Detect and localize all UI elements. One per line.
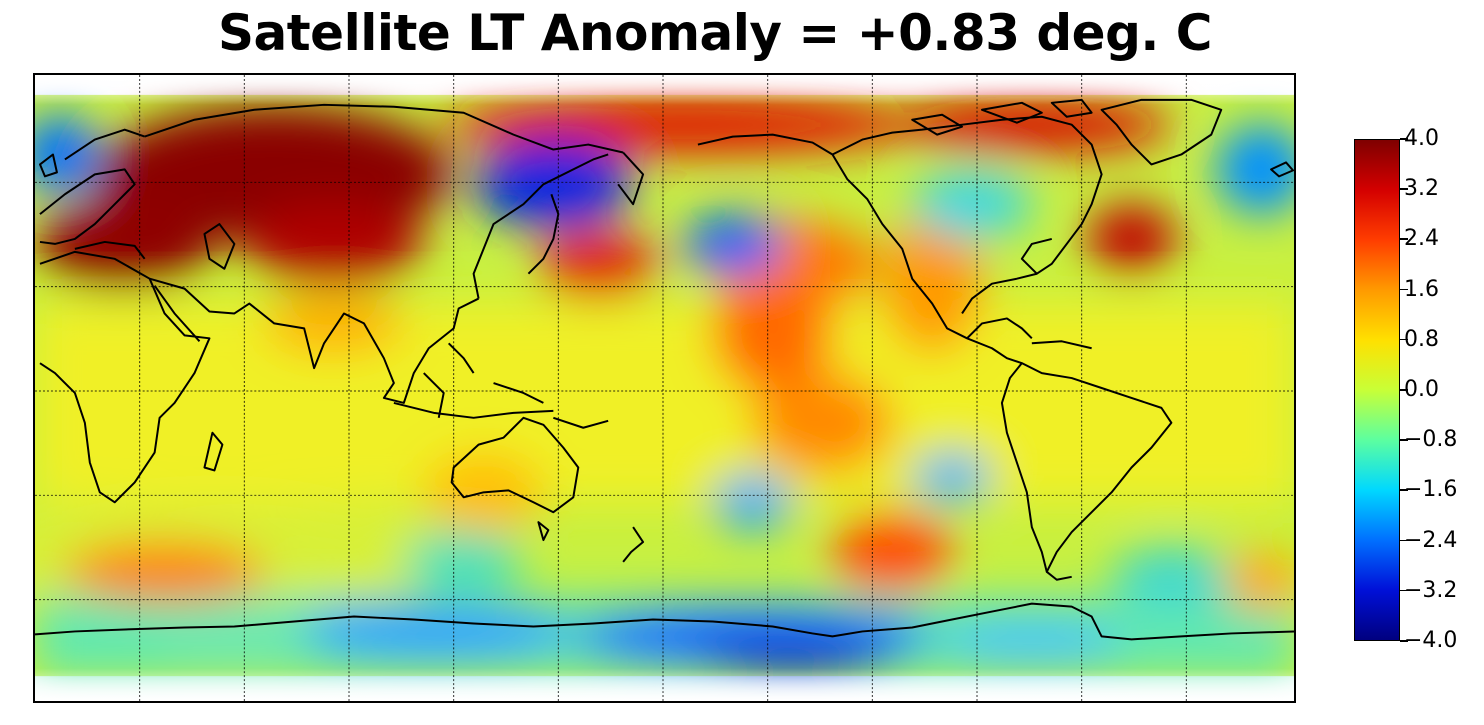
colorbar-tick-mark — [1400, 138, 1408, 140]
colorbar-tick-mark — [1400, 539, 1408, 542]
colorbar-tick-label: −0.8 — [1404, 427, 1458, 453]
colorbar-tick-mark — [1400, 589, 1408, 592]
colorbar-tick-label: 1.6 — [1404, 276, 1439, 302]
colorbar-tick-mark — [1400, 389, 1408, 391]
colorbar-tick-mark — [1400, 439, 1408, 441]
colorbar-tick-mark — [1400, 489, 1408, 491]
coastlines — [35, 98, 1294, 641]
colorbar-tick-label: 0.8 — [1404, 326, 1439, 352]
colorbar-tick-mark — [1400, 640, 1408, 642]
colorbar-tick-label: −3.2 — [1404, 577, 1458, 603]
colorbar-tick-label: 2.4 — [1404, 226, 1439, 252]
anomaly-map — [35, 75, 1294, 701]
colorbar-tick-label: 0.0 — [1404, 377, 1439, 402]
map-title: Satellite LT Anomaly = +0.83 deg. C — [218, 4, 1212, 62]
colorbar-tick-mark — [1400, 338, 1408, 341]
map-frame — [33, 73, 1296, 703]
colorbar-tick-label: 4.0 — [1404, 126, 1439, 151]
anomaly-field — [35, 75, 1294, 701]
colorbar-tick-mark — [1400, 288, 1408, 291]
gridlines — [35, 75, 1294, 701]
colorbar-tick-label: −1.6 — [1404, 477, 1458, 503]
colorbar-tick-label: −4.0 — [1404, 628, 1458, 653]
colorbar-tick-mark — [1400, 238, 1408, 240]
colorbar-tick-label: −2.4 — [1404, 527, 1458, 553]
colorbar — [1354, 139, 1400, 641]
colorbar-tick-label: 3.2 — [1404, 176, 1439, 202]
colorbar-tick-mark — [1400, 188, 1408, 190]
